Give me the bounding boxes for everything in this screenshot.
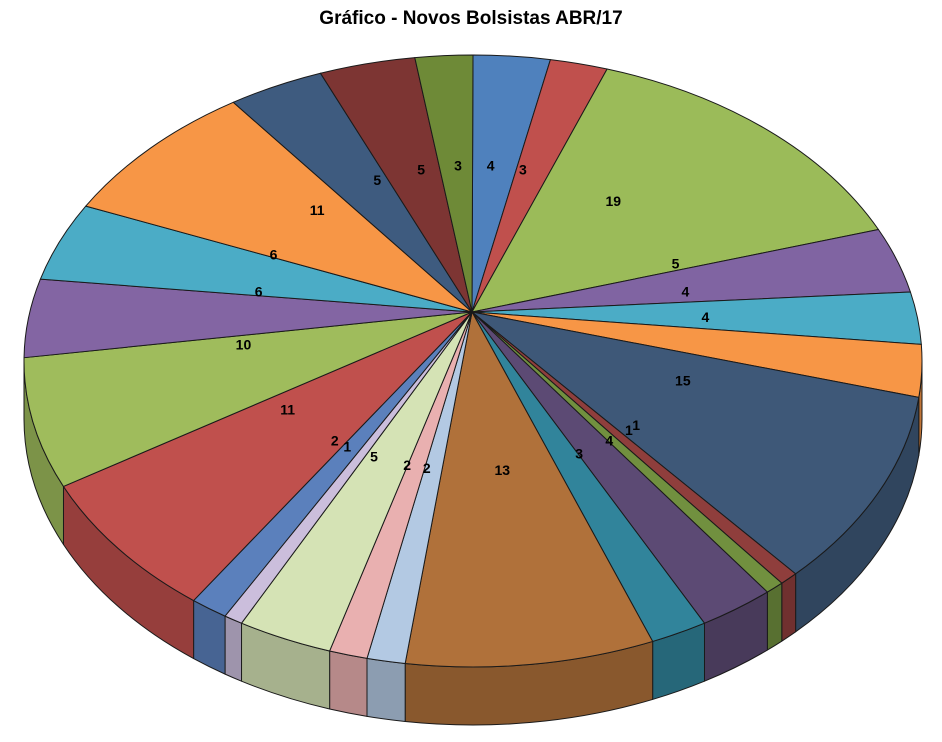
pie-slice-label: 15	[675, 372, 691, 388]
pie-slice[interactable]	[62, 311, 473, 602]
pie-slice-label: 11	[310, 202, 325, 218]
pie-slice-wall	[766, 582, 783, 651]
pie-slice-label: 19	[606, 193, 622, 209]
pie-slice-label: 1	[343, 439, 351, 455]
pie-slice[interactable]	[23, 311, 473, 487]
pie-slice-label: 5	[417, 161, 425, 177]
pie-slice[interactable]	[414, 54, 474, 313]
pie-slice-label: 13	[494, 462, 510, 478]
pie-slice-label: 4	[681, 283, 689, 299]
pie-slice-label: 11	[280, 402, 295, 418]
pie-slice-label: 1	[632, 417, 640, 433]
pie-slice[interactable]	[85, 101, 473, 313]
pie-slice-label: 3	[575, 445, 583, 461]
pie-slice-label: 6	[270, 247, 278, 263]
pie-slice-wall	[366, 657, 406, 722]
pie-slice-wall	[329, 650, 368, 717]
pie-slice-label: 4	[605, 433, 613, 449]
pie-slice-wall	[224, 615, 243, 682]
pie-slice[interactable]	[404, 311, 654, 668]
pie-slice-label: 2	[331, 433, 339, 449]
pie-slice[interactable]	[471, 311, 920, 575]
pie-slice-label: 1	[625, 422, 633, 438]
chart-title: Gráfico - Novos Bolsistas ABR/17	[319, 8, 623, 29]
pie-slice-label: 3	[454, 157, 462, 173]
pie-slice-label: 2	[423, 460, 431, 476]
pie-slice-label: 6	[255, 283, 263, 299]
pie-slice-label: 3	[519, 161, 527, 177]
pie-slice-label: 5	[672, 256, 680, 272]
pie-slice-label: 4	[701, 309, 709, 325]
pie-slice[interactable]	[471, 68, 879, 313]
pie-slice-label: 4	[487, 158, 495, 174]
pie-slice-label: 5	[373, 172, 381, 188]
pie-slice-label: 10	[236, 337, 252, 353]
pie-slice-label: 2	[403, 457, 411, 473]
pie-slice-wall	[781, 573, 797, 642]
pie-slice-label: 5	[370, 448, 378, 464]
